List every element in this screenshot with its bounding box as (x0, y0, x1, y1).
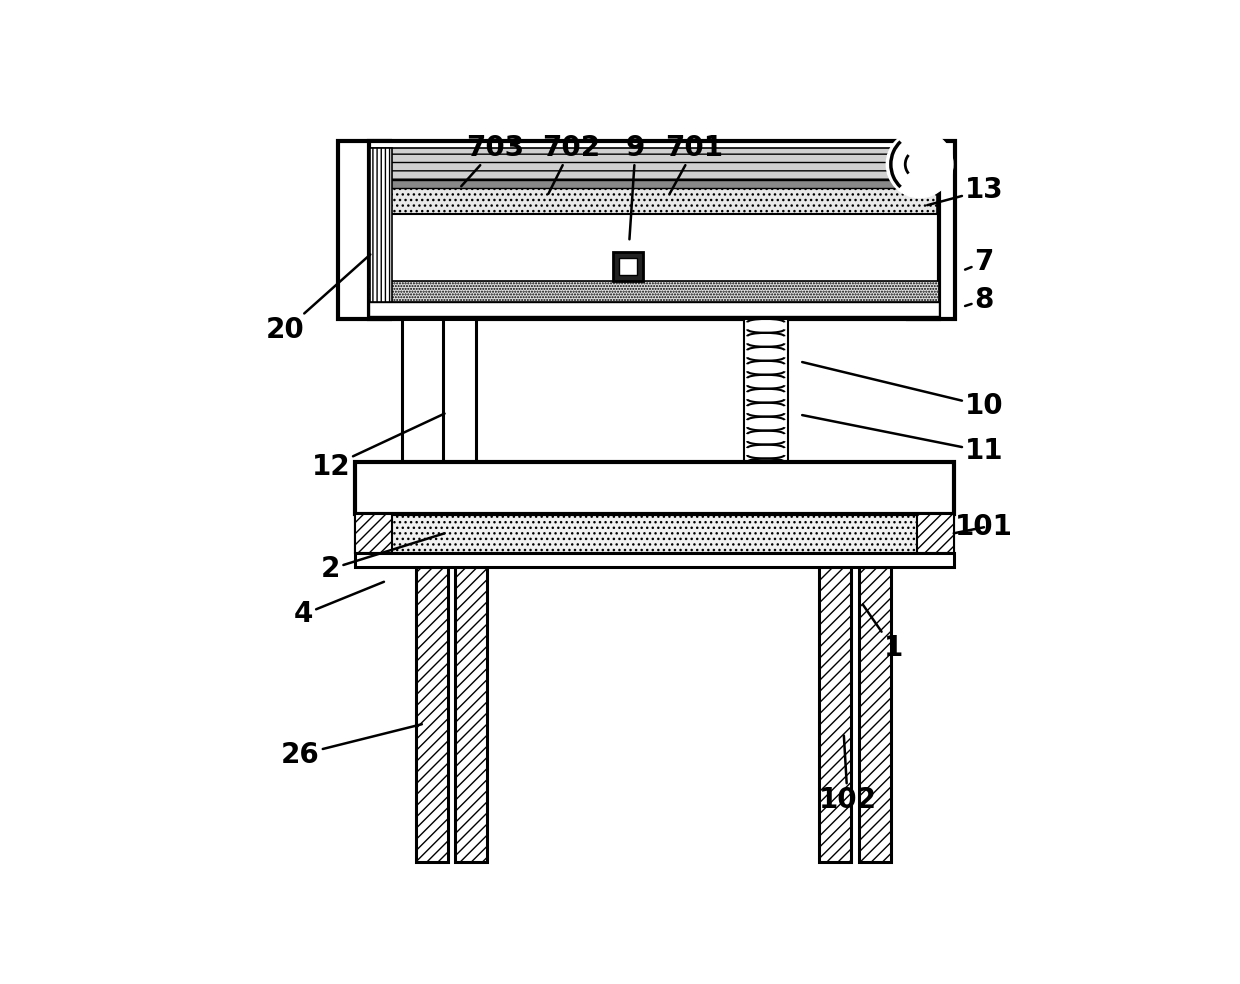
Bar (371, 188, 937, 215)
Bar (859, 567, 890, 862)
Bar (355, 462, 954, 514)
Bar (368, 302, 939, 316)
Bar (455, 567, 487, 862)
Text: 101: 101 (954, 514, 1013, 541)
Text: 8: 8 (965, 286, 993, 314)
Bar (402, 319, 476, 542)
Text: 13: 13 (928, 176, 1003, 206)
Bar (339, 141, 391, 319)
Text: 20: 20 (267, 255, 371, 344)
Bar (355, 514, 954, 553)
Text: 2: 2 (321, 533, 445, 583)
Text: 702: 702 (542, 135, 600, 194)
Text: 701: 701 (666, 135, 724, 194)
Bar (368, 281, 939, 302)
Text: 7: 7 (965, 248, 993, 277)
Bar (371, 149, 937, 180)
Bar (744, 319, 787, 542)
Bar (415, 567, 448, 862)
Bar (619, 258, 637, 275)
Circle shape (887, 131, 954, 198)
Bar (371, 180, 937, 188)
Bar (371, 149, 392, 302)
Text: 12: 12 (311, 413, 445, 480)
Bar (355, 553, 954, 567)
Bar (355, 514, 392, 553)
Bar (613, 252, 644, 281)
Text: 11: 11 (802, 415, 1003, 465)
Bar (908, 141, 955, 319)
Bar (368, 141, 939, 319)
Text: 102: 102 (818, 736, 877, 814)
Bar (918, 514, 954, 553)
Text: 703: 703 (461, 135, 525, 186)
Text: 9: 9 (626, 135, 645, 239)
Text: 10: 10 (802, 362, 1003, 420)
Bar (818, 567, 851, 862)
Text: 4: 4 (294, 582, 384, 629)
Text: 1: 1 (863, 604, 903, 662)
Text: 26: 26 (281, 724, 422, 769)
